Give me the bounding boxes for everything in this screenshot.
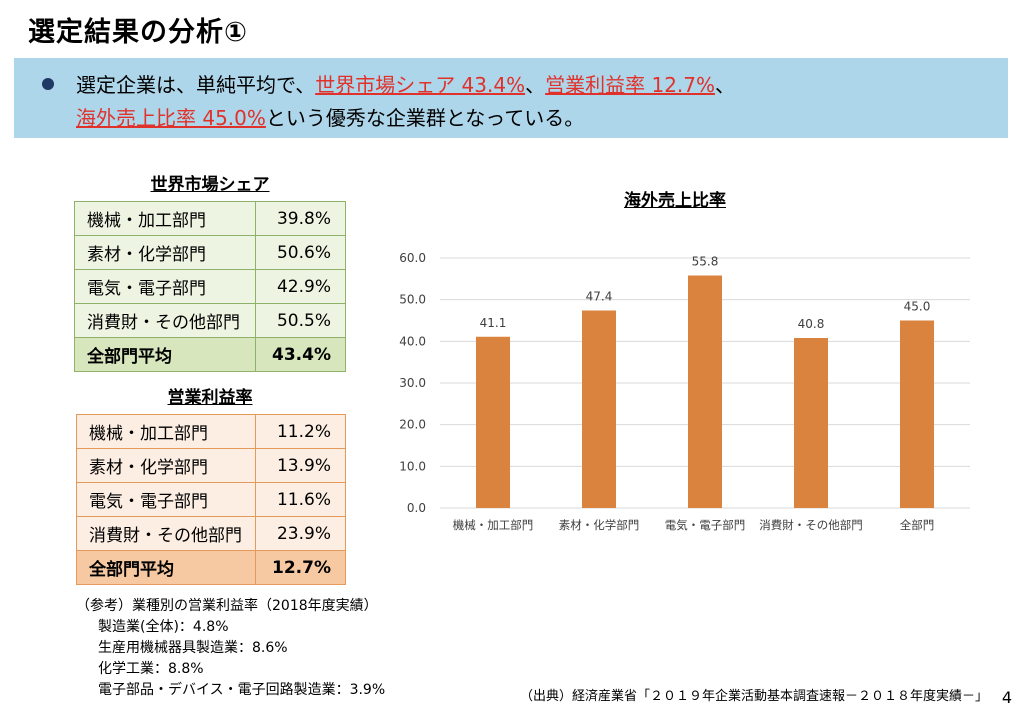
- y-tick-label: 0.0: [407, 501, 426, 515]
- x-tick-label: 素材・化学部門: [559, 518, 640, 532]
- chart-title: 海外売上比率: [624, 191, 726, 211]
- profit-table-title: 営業利益率: [167, 388, 253, 408]
- summary-highlight-profit: 営業利益率 12.7%: [545, 73, 716, 97]
- share-table: 機械・加工部門 39.8% 素材・化学部門 50.6% 電気・電子部門 42.9% 消…: [73, 201, 346, 372]
- table-row: 消費財・その他部門 23.9%: [75, 516, 346, 551]
- row-value: 11.6%: [255, 482, 346, 517]
- summary-highlight-share: 世界市場シェア 43.4%: [315, 73, 526, 97]
- table-row: 消費財・その他部門 50.5%: [73, 303, 346, 338]
- total-label: 全部門平均: [73, 337, 257, 372]
- table-row: 電気・電子部門 11.6%: [75, 482, 346, 517]
- table-row: 電気・電子部門 42.9%: [73, 269, 346, 304]
- source-citation: （出典）経済産業省「２０１９年企業活動基本調査速報－２０１８年度実績－」: [520, 689, 989, 704]
- summary-text: という優秀な企業群となっている。: [265, 106, 585, 130]
- row-value: 11.2%: [255, 414, 346, 449]
- row-value: 50.6%: [255, 235, 346, 270]
- total-value: 12.7%: [255, 550, 346, 585]
- summary-line-1: 選定企業は、単純平均で、世界市場シェア 43.4%、営業利益率 12.7%、: [76, 69, 735, 98]
- y-tick-label: 20.0: [399, 418, 426, 432]
- row-value: 23.9%: [255, 516, 346, 551]
- reference-item: 生産用機械器具製造業：8.6%: [98, 640, 288, 656]
- x-tick-label: 電気・電子部門: [665, 518, 746, 532]
- x-tick-label: 全部門: [900, 518, 935, 532]
- overseas-sales-chart: 0.0 10.0 20.0 30.0 40.0 50.0 60.0 41.1 機械・加工部門 47…: [399, 251, 970, 532]
- reference-item: 製造業(全体)：4.8%: [98, 619, 229, 635]
- bullet-icon: [42, 78, 54, 90]
- row-label: 素材・化学部門: [73, 235, 257, 270]
- data-label: 55.8: [692, 255, 719, 269]
- total-value: 43.4%: [255, 337, 346, 372]
- summary-banner: 選定企業は、単純平均で、世界市場シェア 43.4%、営業利益率 12.7%、 海…: [14, 58, 1008, 138]
- share-table-title: 世界市場シェア: [150, 175, 270, 195]
- row-label: 電気・電子部門: [75, 482, 257, 517]
- table-row: 素材・化学部門 13.9%: [75, 448, 346, 483]
- reference-item: 電子部品・デバイス・電子回路製造業：3.9%: [98, 682, 386, 698]
- page-number: 4: [1001, 688, 1012, 707]
- x-tick-label: 消費財・その他部門: [759, 518, 863, 532]
- bar: [688, 275, 722, 508]
- table-total-row: 全部門平均 12.7%: [75, 550, 346, 585]
- summary-text: 選定企業は、単純平均で、: [76, 73, 316, 97]
- summary-separator: 、: [525, 73, 546, 97]
- row-value: 50.5%: [255, 303, 346, 338]
- table-row: 素材・化学部門 50.6%: [73, 235, 346, 270]
- reference-item: 化学工業：8.8%: [98, 661, 204, 677]
- reference-heading: （参考）業種別の営業利益率（2018年度実績）: [76, 598, 378, 614]
- row-label: 消費財・その他部門: [73, 303, 257, 338]
- page-title: 選定結果の分析①: [28, 17, 248, 48]
- data-label: 40.8: [798, 317, 825, 331]
- row-value: 39.8%: [255, 201, 346, 236]
- table-total-row: 全部門平均 43.4%: [73, 337, 346, 372]
- row-label: 機械・加工部門: [73, 201, 257, 236]
- row-label: 機械・加工部門: [75, 414, 257, 449]
- table-row: 機械・加工部門 11.2%: [75, 414, 346, 449]
- data-label: 45.0: [904, 300, 931, 314]
- summary-separator: 、: [715, 73, 736, 97]
- row-label: 電気・電子部門: [73, 269, 257, 304]
- table-row: 機械・加工部門 39.8%: [73, 201, 346, 236]
- y-tick-label: 10.0: [399, 459, 426, 473]
- data-label: 41.1: [480, 316, 507, 330]
- bar: [794, 338, 828, 508]
- y-tick-label: 50.0: [399, 293, 426, 307]
- bar: [476, 336, 510, 508]
- bar: [900, 320, 934, 508]
- summary-line-2: 海外売上比率 45.0%という優秀な企業群となっている。: [76, 102, 584, 131]
- row-value: 13.9%: [255, 448, 346, 483]
- total-label: 全部門平均: [75, 550, 257, 585]
- row-label: 素材・化学部門: [75, 448, 257, 483]
- y-tick-label: 60.0: [399, 251, 426, 265]
- reference-notes: （参考）業種別の営業利益率（2018年度実績） 製造業(全体)：4.8% 生産用…: [76, 596, 385, 701]
- y-tick-label: 40.0: [399, 334, 426, 348]
- y-tick-label: 30.0: [399, 376, 426, 390]
- profit-table: 機械・加工部門 11.2% 素材・化学部門 13.9% 電気・電子部門 11.6% 消…: [75, 414, 346, 585]
- row-value: 42.9%: [255, 269, 346, 304]
- x-tick-label: 機械・加工部門: [453, 518, 534, 532]
- row-label: 消費財・その他部門: [75, 516, 257, 551]
- data-label: 47.4: [586, 290, 613, 304]
- bar: [582, 310, 616, 508]
- summary-highlight-overseas: 海外売上比率 45.0%: [76, 106, 266, 130]
